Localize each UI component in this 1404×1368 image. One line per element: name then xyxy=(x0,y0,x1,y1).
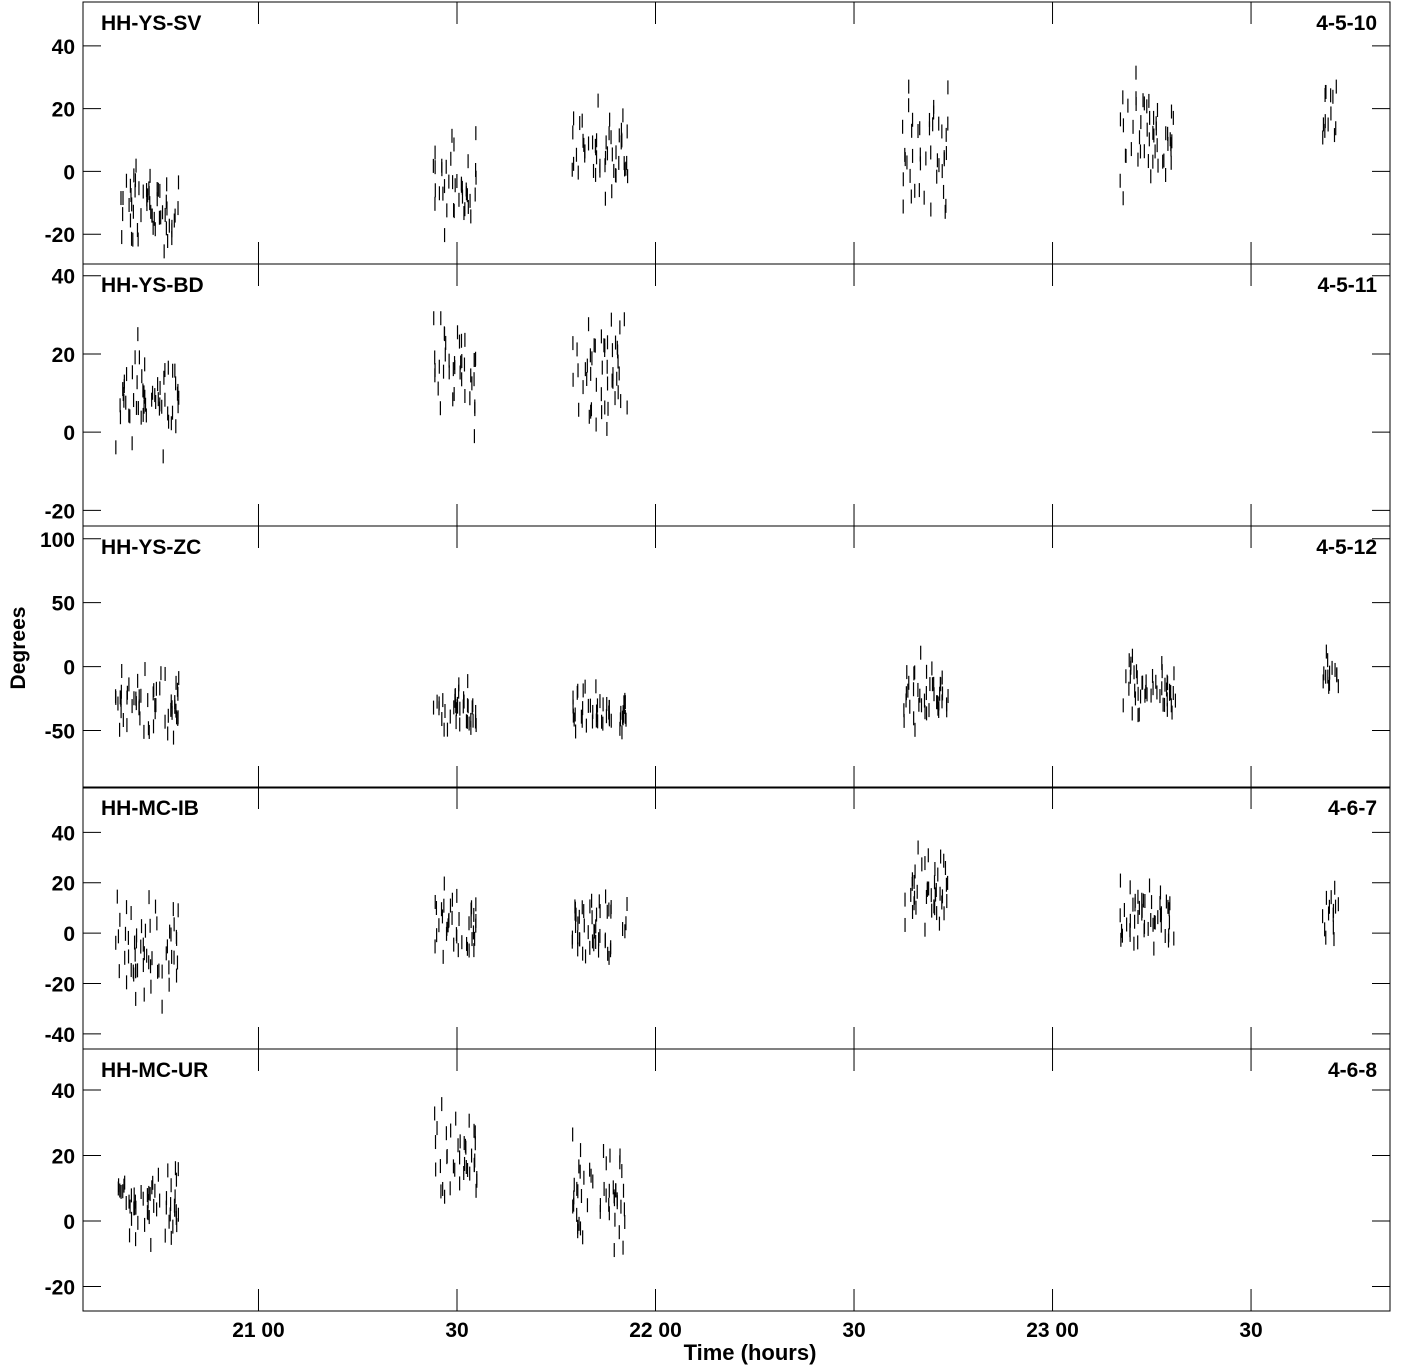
panel-frame xyxy=(82,1048,1391,1312)
baseline-label: HH-YS-BD xyxy=(101,274,204,297)
y-tick-label: 0 xyxy=(63,923,75,946)
y-tick-label: 0 xyxy=(63,161,75,184)
y-tick-label: 20 xyxy=(52,344,75,367)
x-tick-label: 22 00 xyxy=(629,1319,682,1342)
y-tick-label: 40 xyxy=(52,1080,75,1103)
antenna-code-label: 4-5-10 xyxy=(1316,12,1377,35)
panel-frame xyxy=(82,1,1391,265)
y-tick-label: 40 xyxy=(52,266,75,289)
chart-panels: -20 0 20 40 HH-YS-SV 4-5-10 -20 0 20 40 HH-YS-BD 4-… xyxy=(40,1,1391,1312)
x-tick-label: 21 00 xyxy=(232,1319,285,1342)
y-tick-label: 0 xyxy=(63,1211,75,1234)
y-tick-label: 100 xyxy=(40,529,75,552)
y-tick-label: -40 xyxy=(45,1024,75,1047)
y-tick-label: -50 xyxy=(45,720,75,743)
panel-2: -20 0 20 40 HH-YS-BD 4-5-11 xyxy=(45,263,1391,527)
y-tick-label: 40 xyxy=(52,36,75,59)
data-marks xyxy=(115,311,628,464)
x-axis: 21 00 30 22 00 30 23 00 30 xyxy=(232,1319,1263,1342)
panel-frame xyxy=(82,786,1391,1050)
y-tick-label: -20 xyxy=(45,224,75,247)
baseline-label: HH-YS-SV xyxy=(101,12,201,35)
data-marks xyxy=(114,644,1339,745)
y-axis-label: Degrees xyxy=(7,607,30,690)
antenna-code-label: 4-5-12 xyxy=(1316,536,1377,559)
data-marks xyxy=(120,65,1337,259)
baseline-label: HH-MC-IB xyxy=(101,797,199,820)
y-tick-label: 50 xyxy=(52,593,75,616)
baseline-label: HH-YS-ZC xyxy=(101,536,201,559)
panel-5: -20 0 20 40 HH-MC-UR 4-6-8 xyxy=(45,1048,1391,1312)
y-tick-label: 0 xyxy=(63,657,75,680)
x-axis-label: Time (hours) xyxy=(684,1340,817,1365)
y-tick-label: -20 xyxy=(45,500,75,523)
panel-4: -40 -20 0 20 40 HH-MC-IB 4-6-7 xyxy=(45,786,1391,1050)
antenna-code-label: 4-6-7 xyxy=(1328,797,1377,820)
y-tick-label: 20 xyxy=(52,99,75,122)
antenna-code-label: 4-5-11 xyxy=(1317,274,1377,297)
y-tick-label: 0 xyxy=(63,422,75,445)
panel-frame xyxy=(82,525,1391,789)
y-tick-label: -20 xyxy=(45,1276,75,1299)
panel-1: -20 0 20 40 HH-YS-SV 4-5-10 xyxy=(45,1,1391,265)
x-tick-label: 30 xyxy=(445,1319,468,1342)
x-tick-label: 30 xyxy=(1239,1319,1262,1342)
y-tick-label: 20 xyxy=(52,873,75,896)
antenna-code-label: 4-6-8 xyxy=(1328,1059,1377,1082)
y-tick-label: -20 xyxy=(45,974,75,997)
panel-frame xyxy=(82,263,1391,527)
y-tick-label: 40 xyxy=(52,822,75,845)
x-tick-label: 30 xyxy=(842,1319,865,1342)
baseline-label: HH-MC-UR xyxy=(101,1059,208,1082)
x-tick-label: 23 00 xyxy=(1026,1319,1079,1342)
data-marks xyxy=(115,840,1339,1014)
data-marks xyxy=(117,1097,626,1258)
panel-3: -50 0 50 100 HH-YS-ZC 4-5-12 xyxy=(40,525,1391,789)
y-tick-label: 20 xyxy=(52,1145,75,1168)
